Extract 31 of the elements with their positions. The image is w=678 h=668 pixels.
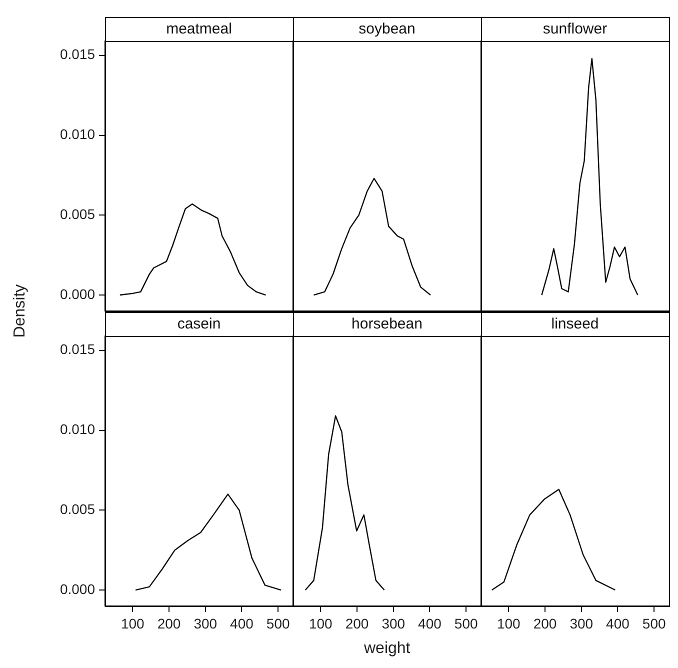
chart-title: sunflower bbox=[542, 20, 608, 38]
x-tick-label: 400 bbox=[418, 615, 442, 632]
x-tick-label: 200 bbox=[157, 615, 181, 632]
y-tick-label: 0.005 bbox=[60, 206, 96, 222]
x-tick-label: 100 bbox=[496, 615, 521, 632]
chart-title: casein bbox=[177, 316, 221, 333]
y-tick-label: 0.015 bbox=[60, 341, 96, 358]
x-tick-label: 300 bbox=[570, 615, 594, 632]
x-tick-label: 400 bbox=[606, 615, 630, 632]
x-tick-label: 500 bbox=[266, 615, 290, 632]
x-tick-label: 100 bbox=[308, 615, 333, 632]
chart-title: soybean bbox=[358, 20, 416, 38]
x-tick-label: 200 bbox=[533, 615, 557, 632]
y-tick-label: 0.010 bbox=[60, 126, 96, 142]
x-tick-label: 500 bbox=[642, 615, 666, 632]
x-axis-title: weight bbox=[364, 640, 410, 658]
chart-title: horsebean bbox=[352, 316, 422, 333]
y-tick-label: 0.015 bbox=[60, 46, 96, 62]
x-tick-label: 100 bbox=[120, 615, 145, 632]
x-tick-label: 500 bbox=[454, 615, 478, 632]
x-tick-label: 400 bbox=[230, 615, 254, 632]
chart-title: meatmeal bbox=[166, 20, 232, 38]
y-tick-label: 0.000 bbox=[60, 286, 96, 302]
y-tick-label: 0.010 bbox=[60, 421, 96, 438]
chart-title: linseed bbox=[551, 316, 599, 333]
x-tick-label: 300 bbox=[194, 615, 218, 632]
x-tick-label: 300 bbox=[382, 615, 406, 632]
y-axis-title: Density bbox=[11, 284, 30, 338]
y-tick-label: 0.005 bbox=[60, 501, 96, 517]
y-tick-label: 0.000 bbox=[60, 580, 96, 597]
x-tick-label: 200 bbox=[345, 615, 369, 632]
